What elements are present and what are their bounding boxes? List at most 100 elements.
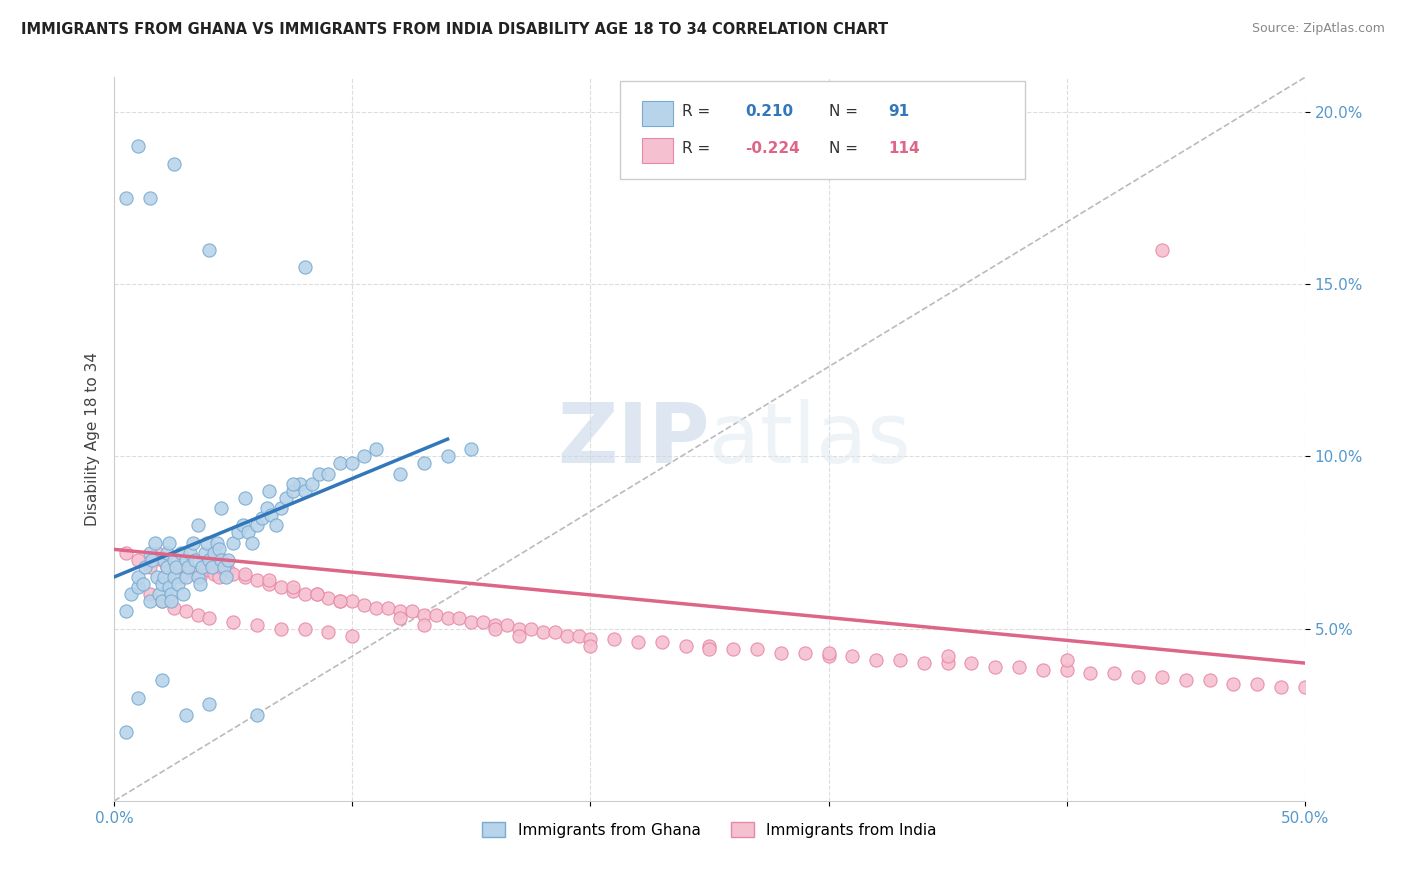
Point	[745, 642, 768, 657]
Point	[160, 594, 183, 608]
Point	[150, 594, 173, 608]
Point	[555, 628, 578, 642]
Point	[139, 594, 162, 608]
Point	[1246, 677, 1268, 691]
Point	[305, 587, 328, 601]
Point	[188, 577, 211, 591]
Point	[264, 518, 287, 533]
Point	[294, 587, 316, 601]
Point	[181, 535, 204, 549]
Point	[260, 508, 283, 522]
Point	[508, 622, 530, 636]
Text: 114: 114	[889, 141, 920, 156]
Point	[143, 535, 166, 549]
Point	[342, 594, 364, 608]
Y-axis label: Disability Age 18 to 34: Disability Age 18 to 34	[86, 352, 100, 526]
Point	[127, 139, 149, 153]
Point	[256, 501, 278, 516]
Point	[184, 553, 207, 567]
Point	[127, 580, 149, 594]
Point	[281, 583, 304, 598]
Point	[425, 607, 447, 622]
Point	[257, 483, 280, 498]
Point	[186, 607, 208, 622]
Point	[139, 546, 162, 560]
Point	[472, 615, 495, 629]
Point	[388, 611, 411, 625]
Point	[301, 477, 323, 491]
Point	[308, 467, 330, 481]
Point	[699, 642, 721, 657]
Point	[202, 566, 225, 581]
Point	[198, 698, 221, 712]
Point	[699, 639, 721, 653]
Point	[163, 566, 186, 581]
Point	[198, 611, 221, 625]
Point	[544, 625, 567, 640]
Text: Source: ZipAtlas.com: Source: ZipAtlas.com	[1251, 22, 1385, 36]
Point	[222, 535, 245, 549]
Point	[1294, 680, 1316, 694]
Point	[139, 559, 162, 574]
Point	[141, 553, 163, 567]
FancyBboxPatch shape	[641, 138, 672, 162]
Point	[436, 450, 458, 464]
Point	[155, 559, 177, 574]
Point	[1150, 670, 1173, 684]
Point	[353, 450, 375, 464]
Point	[165, 559, 187, 574]
Point	[817, 649, 839, 664]
Point	[184, 566, 207, 581]
Point	[174, 553, 197, 567]
Point	[579, 639, 602, 653]
Point	[817, 646, 839, 660]
Text: N =: N =	[828, 141, 858, 156]
Point	[460, 615, 482, 629]
Point	[186, 570, 208, 584]
Point	[294, 260, 316, 274]
Point	[281, 477, 304, 491]
Point	[246, 618, 269, 632]
Point	[936, 656, 959, 670]
Point	[177, 559, 200, 574]
Point	[1008, 659, 1031, 673]
Point	[675, 639, 697, 653]
Point	[209, 501, 232, 516]
Point	[188, 570, 211, 584]
Point	[520, 622, 543, 636]
Point	[236, 525, 259, 540]
Point	[281, 580, 304, 594]
Text: atlas: atlas	[710, 399, 911, 480]
Point	[146, 570, 169, 584]
Text: 91: 91	[889, 104, 910, 120]
Point	[305, 587, 328, 601]
Point	[484, 618, 506, 632]
Point	[1270, 680, 1292, 694]
Point	[150, 594, 173, 608]
Point	[212, 559, 235, 574]
Point	[865, 653, 887, 667]
Text: R =: R =	[682, 141, 710, 156]
Point	[1222, 677, 1244, 691]
Point	[150, 673, 173, 688]
Point	[936, 649, 959, 664]
Text: ZIP: ZIP	[557, 399, 710, 480]
Point	[170, 570, 193, 584]
Point	[148, 587, 170, 601]
Point	[115, 191, 138, 205]
Point	[329, 456, 352, 470]
Point	[651, 635, 673, 649]
Point	[163, 570, 186, 584]
Text: -0.224: -0.224	[745, 141, 800, 156]
Point	[209, 559, 232, 574]
Point	[222, 615, 245, 629]
Point	[246, 574, 269, 588]
Point	[240, 535, 263, 549]
Text: N =: N =	[828, 104, 858, 120]
Point	[1056, 663, 1078, 677]
Point	[139, 191, 162, 205]
Point	[603, 632, 626, 646]
Point	[257, 577, 280, 591]
Point	[233, 491, 256, 505]
Point	[205, 535, 228, 549]
